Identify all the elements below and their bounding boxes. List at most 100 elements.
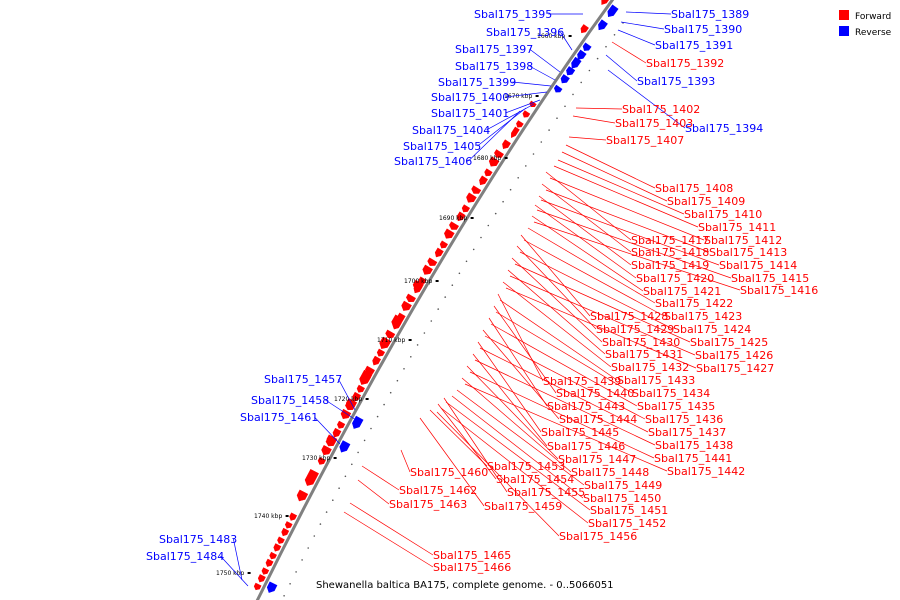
gene-label: Sbal175_1454 [496, 473, 574, 486]
legend-label-reverse: Reverse [855, 28, 892, 38]
gene-label: Sbal175_1406 [394, 155, 472, 168]
minor-tick [319, 523, 322, 525]
gene-label: Sbal175_1456 [559, 530, 637, 543]
gene-feature [317, 456, 326, 465]
minor-tick [351, 463, 353, 466]
gene-feature [339, 440, 351, 453]
gene-feature [269, 551, 277, 560]
leader-line [565, 144, 656, 189]
gene-label: Sbal175_1451 [590, 504, 668, 517]
gene-feature [466, 192, 477, 203]
minor-tick [430, 320, 433, 322]
leader-line [607, 69, 686, 129]
gene-feature [401, 300, 412, 311]
gene-label: Sbal175_1420 [636, 272, 714, 285]
leader-line [553, 165, 699, 228]
minor-tick [472, 248, 475, 251]
gene-label: Sbal175_1438 [655, 439, 733, 452]
legend: Forward Reverse [839, 10, 892, 38]
leader-line [466, 365, 559, 460]
minor-tick [416, 344, 419, 346]
minor-tick [332, 499, 334, 502]
gene-label: Sbal175_1453 [487, 460, 565, 473]
minor-tick [525, 165, 527, 167]
gene-feature [337, 420, 346, 429]
gene-feature [273, 543, 282, 552]
gene-label: Sbal175_1413 [709, 246, 787, 259]
leader-line [349, 502, 434, 556]
gene-label: Sbal175_1434 [632, 387, 710, 400]
minor-tick [548, 129, 550, 131]
minor-tick [370, 427, 372, 430]
tick-label: 1680 kbp [473, 155, 501, 162]
leader-line [519, 251, 674, 330]
leader-line [617, 29, 656, 46]
tick-mark [535, 95, 539, 97]
minor-tick [572, 93, 574, 96]
leader-line [440, 407, 589, 524]
gene-label: Sbal175_1430 [602, 336, 680, 349]
minor-tick [403, 368, 405, 370]
gene-label: Sbal175_1404 [412, 124, 490, 137]
gene-labels: Sbal175_1389 Sbal175_1390 Sbal175_1391 Sbal… [146, 8, 818, 574]
leader-line [488, 317, 548, 407]
leader-line [474, 359, 656, 446]
leader-line [538, 195, 632, 266]
leader-line [540, 199, 720, 266]
gene-feature [516, 120, 524, 128]
gene-feature [427, 257, 438, 266]
gene-label: Sbal175_1446 [547, 440, 625, 453]
leader-line [469, 371, 655, 459]
gene-label: Sbal175_1423 [664, 310, 742, 323]
gene-feature [277, 536, 285, 544]
tick-label: 1750 kbp [216, 570, 244, 577]
gene-label: Sbal175_1400 [431, 91, 509, 104]
gene-label: Sbal175_1466 [433, 561, 511, 574]
gene-label: Sbal175_1412 [704, 234, 782, 247]
leader-line [499, 299, 618, 381]
leader-line [605, 54, 638, 82]
gene-feature [494, 149, 504, 158]
gene-features [253, 0, 619, 593]
tick-label: 1720 kbp [334, 396, 362, 403]
leader-line [549, 177, 705, 241]
gene-feature [571, 56, 582, 69]
minor-tick [517, 177, 519, 179]
gene-feature [284, 521, 293, 529]
gene-feature [266, 581, 278, 593]
gene-feature [601, 0, 611, 5]
leader-line [505, 287, 697, 369]
minor-tick [556, 117, 558, 119]
legend-swatch-reverse [839, 26, 849, 36]
gene-feature [488, 156, 500, 167]
leader-line [461, 377, 572, 473]
leader-line [514, 263, 691, 343]
gene-feature [326, 434, 338, 445]
gene-label: Sbal175_1403 [615, 117, 693, 130]
gene-feature [257, 574, 266, 583]
gene-label: Sbal175_1443 [547, 400, 625, 413]
gene-label: Sbal175_1396 [486, 26, 564, 39]
gene-feature [352, 391, 362, 402]
gene-label: Sbal175_1426 [695, 349, 773, 362]
gene-label: Sbal175_1389 [671, 8, 749, 21]
gene-feature [321, 445, 332, 456]
minor-tick [363, 439, 366, 442]
scale-ticks: 1660 kbp 1670 kbp 1680 kbp 1690 kbp 1700 kbp… [216, 22, 624, 597]
gene-label: Sbal175_1484 [146, 550, 224, 563]
gene-feature [434, 247, 444, 258]
minor-tick [502, 200, 504, 203]
gene-label: Sbal175_1462 [399, 484, 477, 497]
gene-label: Sbal175_1392 [646, 57, 724, 70]
gene-label: Sbal175_1401 [431, 107, 509, 120]
gene-label: Sbal175_1460 [410, 466, 488, 479]
gene-label: Sbal175_1442 [667, 465, 745, 478]
leader-line [557, 159, 685, 215]
leader-line [314, 416, 341, 445]
backbone-line [255, 0, 615, 600]
gene-feature [391, 314, 404, 328]
leader-line [325, 399, 357, 421]
gene-label: Sbal175_1399 [438, 76, 516, 89]
leader-line [541, 183, 632, 253]
leader-line [400, 449, 411, 473]
